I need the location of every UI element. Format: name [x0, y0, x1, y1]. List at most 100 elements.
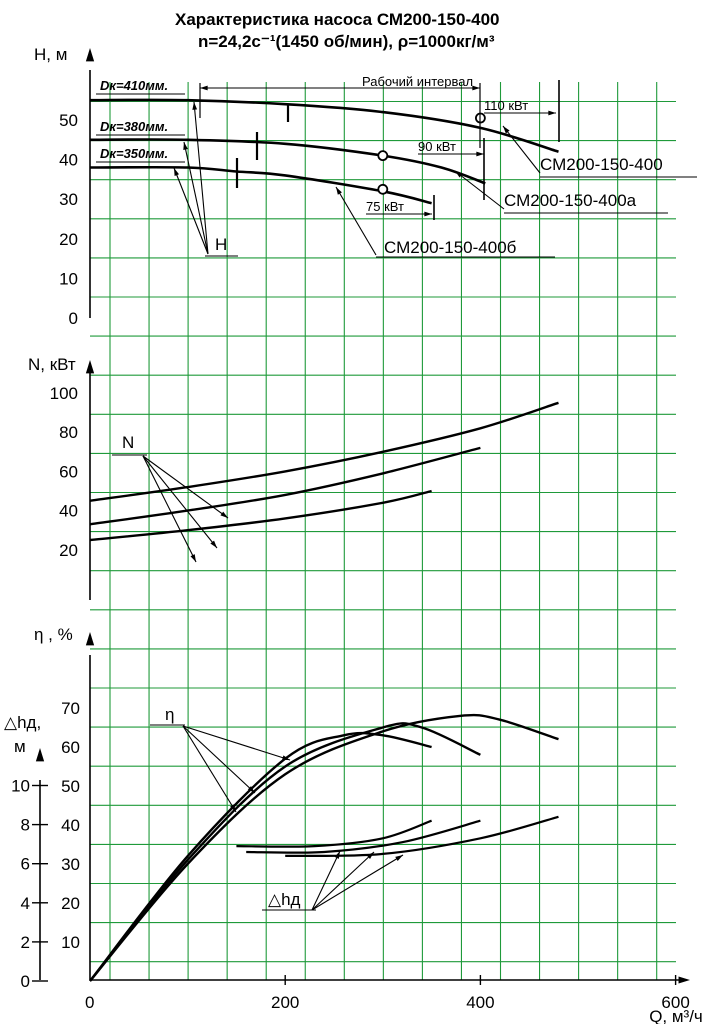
y-power-tick-label: 20	[59, 541, 78, 560]
impeller-diameter-label: Dк=380мм.	[100, 119, 168, 134]
y-head-tick-label: 30	[59, 190, 78, 209]
y-power-tick-label: 60	[59, 462, 78, 481]
npsh-curve-label: △hд	[268, 890, 301, 909]
y-npsh-tick-label: 0	[21, 972, 30, 991]
work-range-label: Рабочий интервал	[362, 74, 473, 89]
y-npsh-tick-label: 2	[21, 933, 30, 952]
power-curve-label: N	[122, 433, 134, 452]
efficiency-curve-1	[89, 713, 559, 982]
model-label-400: СМ200-150-400	[540, 155, 663, 174]
efficiency-curve-3	[89, 731, 432, 982]
npsh-arrow-3-shaft	[311, 854, 404, 911]
y-head-tick-label: 10	[59, 269, 78, 288]
y-head-tick-label: 40	[59, 151, 78, 170]
y-power-axis-label: N, кВт	[28, 355, 76, 374]
npsh-curve-1	[285, 815, 559, 858]
chart-grid	[90, 82, 676, 980]
impeller-diameter-label: Dк=350мм.	[100, 146, 168, 161]
power-rating-label: 90 кВт	[418, 139, 456, 154]
power-arrow-3-head	[190, 554, 196, 562]
x-tick-label: 600	[661, 993, 689, 1012]
y-head-tick-label: 50	[59, 111, 78, 130]
x-tick-label: 0	[85, 993, 94, 1012]
head-arrow-1-shaft	[193, 101, 209, 255]
model-label-400b: СМ200-150-400б	[384, 238, 517, 257]
y-npsh-tick-label: 4	[21, 894, 30, 913]
leader-400a-shaft	[454, 170, 505, 210]
y-efficiency-tick-label: 30	[61, 855, 80, 874]
power-curve-2	[89, 446, 481, 526]
efficiency-arrow-3-shaft	[182, 725, 237, 813]
y-efficiency-tick-label: 20	[61, 894, 80, 913]
power-rating-arrow-400-head	[548, 110, 556, 116]
efficiency-arrow-3-head	[229, 804, 236, 812]
model-label-400a: СМ200-150-400а	[504, 191, 637, 210]
y-power-tick-label: 80	[59, 423, 78, 442]
efficiency-arrow-2-shaft	[182, 725, 256, 794]
y-head-tick-label: 0	[69, 309, 78, 328]
chart-title-line2: n=24,2с⁻¹(1450 об/мин), ρ=1000кг/м³	[198, 32, 495, 51]
y-npsh-tick-label: 10	[11, 777, 30, 796]
y-npsh-axis-label: △hд,	[4, 713, 41, 732]
power-curve-3	[89, 489, 432, 542]
y-power-tick-label: 100	[50, 384, 78, 403]
efficiency-curve-2	[89, 722, 481, 982]
power-arrow-2-head	[210, 540, 217, 548]
head-curve-1	[89, 98, 559, 153]
chart-title-line1: Характеристика насоса СМ200-150-400	[175, 10, 500, 29]
power-arrow-3-shaft	[142, 455, 197, 563]
head-arrow-2-shaft	[183, 141, 209, 255]
operating-point	[377, 150, 389, 162]
y-axis-efficiency-arrow	[85, 632, 95, 646]
y-npsh-tick-label: 8	[21, 816, 30, 835]
npsh-curve-3	[236, 819, 432, 848]
leader-400-shaft	[502, 125, 541, 174]
y-efficiency-tick-label: 60	[61, 738, 80, 757]
y-efficiency-tick-label: 50	[61, 777, 80, 796]
operating-point	[377, 183, 389, 195]
work-range-arrow-left-head	[200, 85, 208, 91]
npsh-curve-2	[246, 819, 481, 854]
y-npsh-axis-unit: м	[14, 737, 26, 756]
power-rating-arrow-400b-head	[424, 211, 432, 217]
x-axis-label: Q, м³/ч	[649, 1007, 703, 1024]
leader-400-head	[503, 126, 510, 134]
npsh-arrow-2-shaft	[311, 851, 375, 911]
npsh-arrow-2-head	[366, 852, 374, 859]
head-arrow-1-head	[192, 102, 198, 110]
head-arrow-2-head	[183, 142, 188, 150]
power-arrow-1-head	[220, 511, 228, 518]
efficiency-arrow-1-head	[282, 755, 290, 760]
y-head-axis-label: Н, м	[34, 45, 67, 64]
y-axis-power-arrow	[85, 360, 95, 374]
y-axis-npsh-arrow	[35, 748, 45, 762]
power-rating-label: 110 кВт	[484, 98, 528, 113]
y-power-tick-label: 40	[59, 502, 78, 521]
y-efficiency-tick-label: 10	[61, 933, 80, 952]
leader-400b-shaft	[335, 186, 377, 256]
head-arrow-3-head	[174, 168, 180, 176]
efficiency-curve-label: η	[165, 705, 174, 724]
head-curve-2	[89, 138, 486, 185]
npsh-arrow-3-head	[395, 855, 403, 861]
work-range-arrow-right-head	[472, 85, 480, 91]
npsh-arrow-1-head	[334, 851, 340, 859]
y-efficiency-axis-label: η , %	[34, 625, 73, 644]
y-npsh-tick-label: 6	[21, 855, 30, 874]
y-efficiency-tick-label: 70	[61, 699, 80, 718]
head-curve-label: Н	[215, 235, 227, 254]
efficiency-arrow-2-head	[247, 786, 255, 793]
power-arrow-2-shaft	[142, 455, 218, 549]
power-curve-1	[89, 401, 559, 502]
x-tick-label: 200	[271, 993, 299, 1012]
impeller-diameter-label: Dк=410мм.	[100, 78, 168, 93]
y-efficiency-tick-label: 40	[61, 816, 80, 835]
y-axis-head-arrow	[85, 48, 95, 62]
x-tick-label: 400	[466, 993, 494, 1012]
npsh-arrow-1-shaft	[311, 850, 341, 911]
x-axis-arrow	[678, 976, 690, 984]
leader-400b-head	[336, 187, 342, 195]
power-rating-label: 75 кВт	[366, 199, 404, 214]
power-rating-arrow-400a-head	[476, 151, 484, 157]
